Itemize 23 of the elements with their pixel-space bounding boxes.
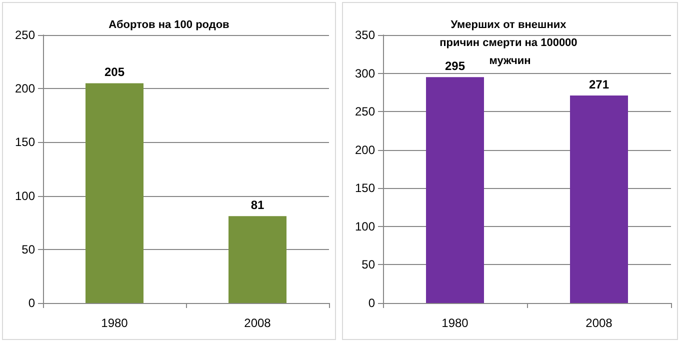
x-tick-label: 2008	[586, 316, 613, 330]
data-label: 295	[444, 59, 466, 74]
data-label: 271	[588, 77, 610, 92]
y-tick-label: 200	[14, 82, 36, 96]
y-tick-label: 100	[354, 219, 376, 234]
y-tick-label: 150	[354, 181, 376, 196]
y-tick-label: 250	[14, 28, 36, 42]
y-tick-label: 350	[354, 28, 376, 42]
data-label: 81	[250, 198, 264, 212]
y-tick-label: 100	[14, 188, 36, 203]
x-tick-label: 2008	[244, 316, 272, 330]
y-tick-label: 150	[14, 135, 36, 150]
chart-title: Абортов на 100 родов	[108, 19, 230, 31]
data-label: 205	[104, 65, 125, 80]
y-tick-label: 0	[28, 296, 36, 310]
y-tick-label: 50	[362, 258, 376, 272]
y-tick-label: 250	[354, 104, 376, 119]
y-tick-label: 300	[354, 66, 376, 80]
y-tick-label: 200	[354, 142, 376, 157]
x-tick-label: 1980	[442, 316, 469, 330]
y-tick-label: 50	[22, 242, 36, 256]
y-tick-label: 0	[368, 296, 376, 310]
x-tick-label: 1980	[101, 316, 128, 330]
